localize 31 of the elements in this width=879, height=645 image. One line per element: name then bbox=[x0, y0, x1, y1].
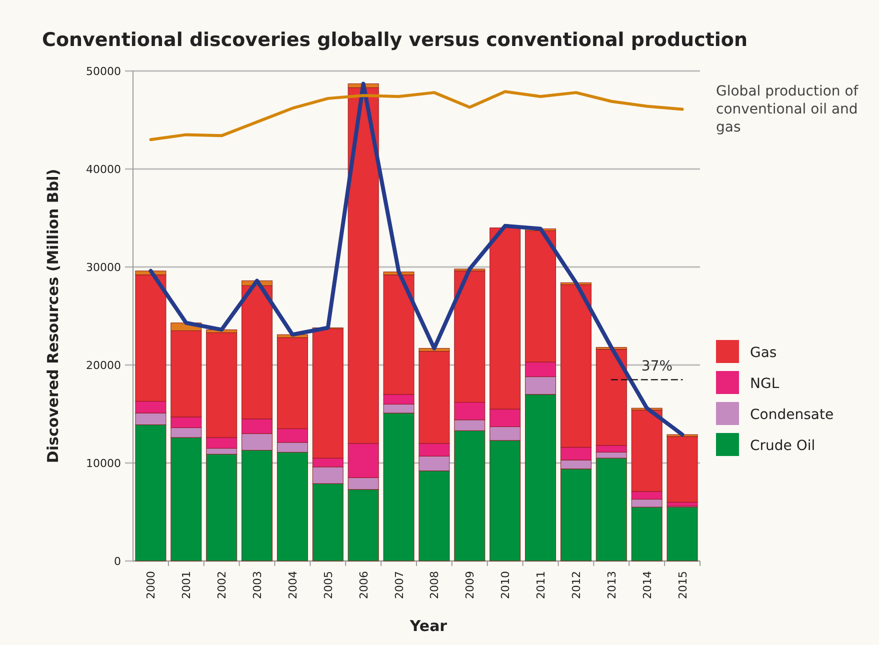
y-tick-label: 40000 bbox=[86, 163, 121, 176]
x-tick-label: 2004 bbox=[286, 571, 300, 599]
annotation: 37% bbox=[641, 358, 673, 375]
y-tick-label: 30000 bbox=[86, 261, 121, 274]
y-tick-label: 20000 bbox=[86, 359, 121, 372]
y-tick-label: 50000 bbox=[86, 65, 121, 78]
x-tick-label: 2003 bbox=[251, 571, 264, 599]
legend-label: Gas bbox=[750, 345, 777, 361]
x-tick-label: 2000 bbox=[144, 571, 158, 599]
x-tick-label: 2005 bbox=[322, 571, 335, 599]
x-tick-label: 2002 bbox=[216, 571, 229, 599]
x-tick-label: 2015 bbox=[676, 571, 690, 599]
x-tick-label: 2006 bbox=[357, 571, 370, 599]
chart-title: Conventional discoveries globally versus conventional production bbox=[42, 29, 748, 51]
legend-label: Condensate bbox=[750, 407, 834, 423]
x-tick-label: 2008 bbox=[428, 571, 442, 599]
x-tick-label: 2001 bbox=[180, 571, 194, 599]
y-tick-label: 10000 bbox=[86, 457, 121, 470]
legend-label: Crude Oil bbox=[750, 438, 816, 454]
x-tick-label: 2007 bbox=[392, 571, 406, 599]
x-tick-label: 2011 bbox=[534, 571, 548, 599]
y-tick-label: 0 bbox=[114, 555, 121, 568]
x-axis-title: Year bbox=[408, 617, 448, 635]
text: Global production of conventional oil and gas bbox=[716, 84, 860, 136]
x-tick-label: 2010 bbox=[499, 571, 512, 599]
x-tick-label: 2014 bbox=[640, 571, 654, 599]
x-tick-label: 2013 bbox=[605, 571, 618, 599]
y-axis-title: Discovered Resources (Million Bbl) bbox=[44, 168, 62, 464]
x-tick-label: 2009 bbox=[464, 571, 477, 599]
x-tick-label: 2012 bbox=[570, 571, 583, 599]
legend-label: NGL bbox=[750, 376, 780, 392]
